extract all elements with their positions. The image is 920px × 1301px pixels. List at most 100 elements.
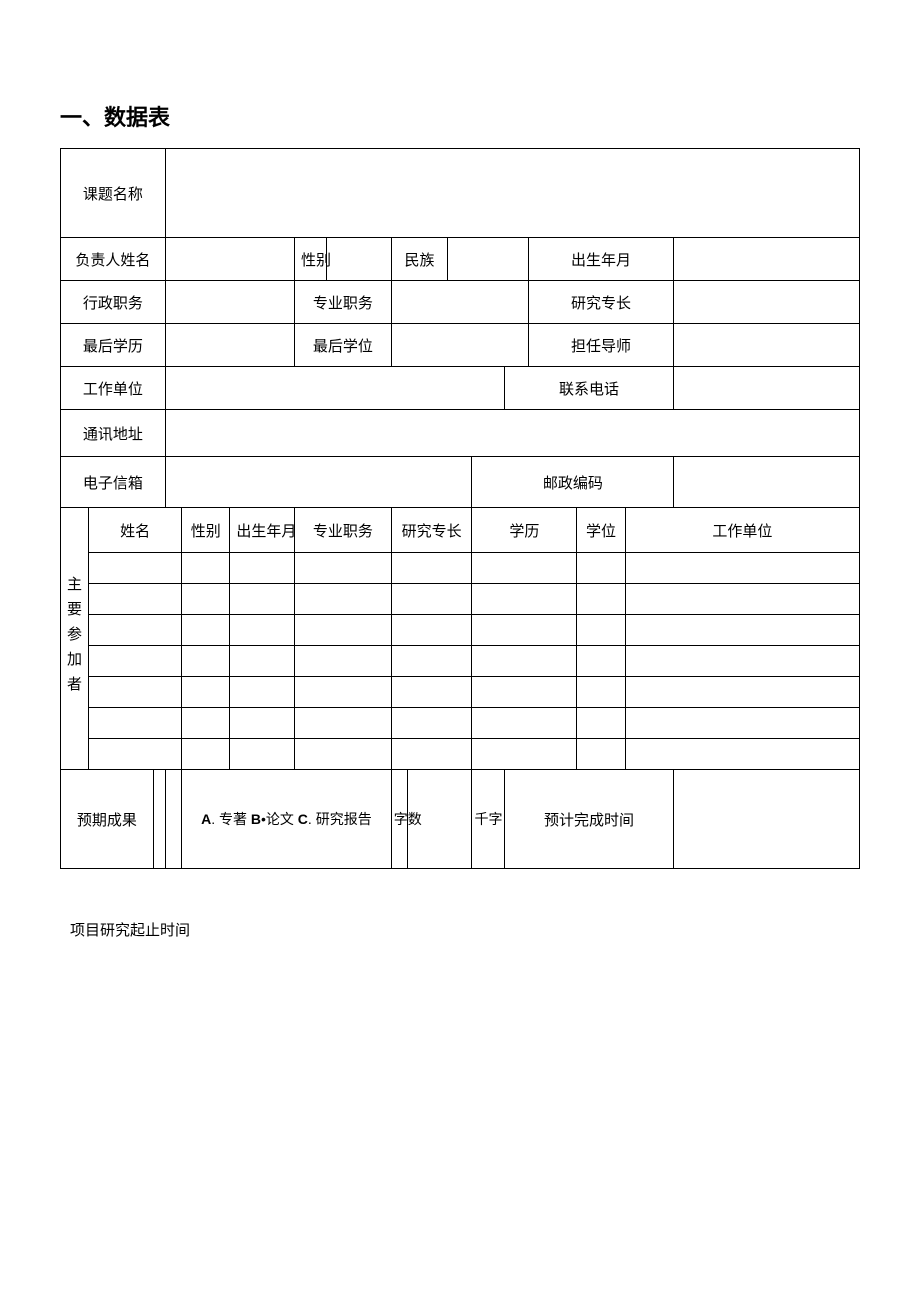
value-address[interactable] — [165, 410, 859, 457]
p-birth[interactable] — [230, 739, 295, 770]
p-birth[interactable] — [230, 615, 295, 646]
label-p-birth: 出生年月 — [230, 508, 295, 553]
p-education[interactable] — [472, 677, 577, 708]
p-gender[interactable] — [182, 677, 230, 708]
p-name[interactable] — [89, 584, 182, 615]
result-options: A. 专著 B•论文 C. 研究报告 — [182, 770, 392, 869]
p-degree[interactable] — [577, 584, 625, 615]
p-specialty[interactable] — [391, 708, 472, 739]
p-unit[interactable] — [625, 708, 859, 739]
p-title[interactable] — [294, 584, 391, 615]
value-supervisor[interactable] — [674, 324, 860, 367]
p-title[interactable] — [294, 646, 391, 677]
label-ethnicity: 民族 — [391, 238, 447, 281]
label-professional-title: 专业职务 — [294, 281, 391, 324]
page-title: 一、数据表 — [60, 100, 860, 132]
p-unit[interactable] — [625, 646, 859, 677]
label-phone: 联系电话 — [504, 367, 673, 410]
p-gender[interactable] — [182, 584, 230, 615]
table-row — [61, 739, 860, 770]
value-admin-position[interactable] — [165, 281, 294, 324]
p-degree[interactable] — [577, 646, 625, 677]
value-email[interactable] — [165, 457, 472, 508]
p-specialty[interactable] — [391, 553, 472, 584]
p-unit[interactable] — [625, 584, 859, 615]
p-gender[interactable] — [182, 615, 230, 646]
p-title[interactable] — [294, 739, 391, 770]
p-birth[interactable] — [230, 646, 295, 677]
value-gender[interactable] — [327, 238, 392, 281]
blank-cell-2[interactable] — [165, 770, 181, 869]
value-final-degree[interactable] — [391, 324, 528, 367]
label-birth-date: 出生年月 — [528, 238, 673, 281]
table-row — [61, 646, 860, 677]
value-postal-code[interactable] — [674, 457, 860, 508]
label-supervisor: 担任导师 — [528, 324, 673, 367]
label-final-education: 最后学历 — [61, 324, 166, 367]
label-p-education: 学历 — [472, 508, 577, 553]
p-gender[interactable] — [182, 553, 230, 584]
p-title[interactable] — [294, 708, 391, 739]
value-ethnicity[interactable] — [448, 238, 529, 281]
p-birth[interactable] — [230, 553, 295, 584]
p-gender[interactable] — [182, 708, 230, 739]
label-thousand-chars: 千字 — [472, 770, 504, 869]
p-unit[interactable] — [625, 739, 859, 770]
p-education[interactable] — [472, 708, 577, 739]
p-specialty[interactable] — [391, 739, 472, 770]
label-work-unit: 工作单位 — [61, 367, 166, 410]
p-title[interactable] — [294, 677, 391, 708]
value-leader-name[interactable] — [165, 238, 294, 281]
value-project-name[interactable] — [165, 149, 859, 238]
label-final-degree: 最后学位 — [294, 324, 391, 367]
label-p-title: 专业职务 — [294, 508, 391, 553]
p-degree[interactable] — [577, 553, 625, 584]
value-work-unit[interactable] — [165, 367, 504, 410]
p-name[interactable] — [89, 646, 182, 677]
table-row — [61, 708, 860, 739]
data-table: 课题名称 负责人姓名 性别 民族 出生年月 行政职务 专业职务 研究专长 最后学… — [60, 148, 860, 869]
label-word-count: 字数 — [391, 770, 407, 869]
value-final-education[interactable] — [165, 324, 294, 367]
value-expected-completion[interactable] — [674, 770, 860, 869]
p-unit[interactable] — [625, 615, 859, 646]
p-education[interactable] — [472, 615, 577, 646]
p-unit[interactable] — [625, 553, 859, 584]
p-gender[interactable] — [182, 739, 230, 770]
p-name[interactable] — [89, 615, 182, 646]
p-title[interactable] — [294, 553, 391, 584]
p-degree[interactable] — [577, 739, 625, 770]
value-birth-date[interactable] — [674, 238, 860, 281]
table-row — [61, 615, 860, 646]
p-name[interactable] — [89, 708, 182, 739]
p-specialty[interactable] — [391, 646, 472, 677]
p-birth[interactable] — [230, 708, 295, 739]
label-postal-code: 邮政编码 — [472, 457, 674, 508]
label-gender: 性别 — [294, 238, 326, 281]
p-education[interactable] — [472, 646, 577, 677]
blank-cell-1[interactable] — [153, 770, 165, 869]
p-education[interactable] — [472, 553, 577, 584]
table-row — [61, 677, 860, 708]
p-specialty[interactable] — [391, 677, 472, 708]
p-degree[interactable] — [577, 708, 625, 739]
p-education[interactable] — [472, 584, 577, 615]
p-unit[interactable] — [625, 677, 859, 708]
label-p-degree: 学位 — [577, 508, 625, 553]
p-name[interactable] — [89, 739, 182, 770]
p-name[interactable] — [89, 553, 182, 584]
p-birth[interactable] — [230, 584, 295, 615]
p-gender[interactable] — [182, 646, 230, 677]
p-degree[interactable] — [577, 677, 625, 708]
label-project-duration: 项目研究起止时间 — [60, 919, 860, 940]
p-specialty[interactable] — [391, 584, 472, 615]
p-birth[interactable] — [230, 677, 295, 708]
value-phone[interactable] — [674, 367, 860, 410]
p-specialty[interactable] — [391, 615, 472, 646]
value-professional-title[interactable] — [391, 281, 528, 324]
p-degree[interactable] — [577, 615, 625, 646]
p-name[interactable] — [89, 677, 182, 708]
value-research-specialty[interactable] — [674, 281, 860, 324]
p-title[interactable] — [294, 615, 391, 646]
p-education[interactable] — [472, 739, 577, 770]
